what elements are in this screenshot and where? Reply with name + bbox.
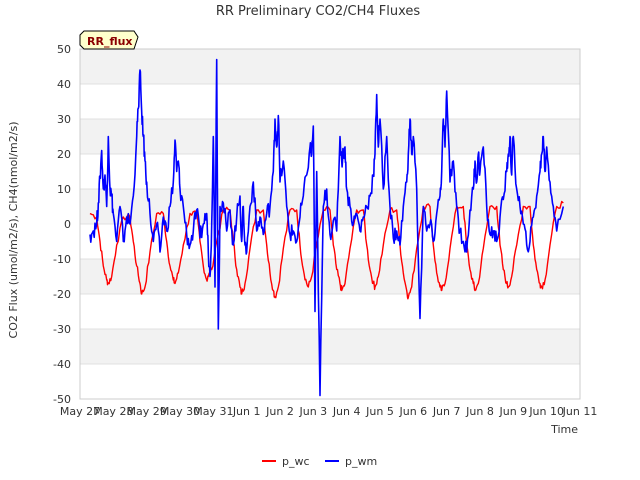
x-tick-label: Jun 5 xyxy=(365,405,394,418)
x-axis-label: Time xyxy=(550,423,578,436)
band xyxy=(80,49,580,84)
x-tick-label: May 28 xyxy=(93,405,133,418)
y-tick-label: 40 xyxy=(57,78,71,91)
y-tick-label: 10 xyxy=(57,183,71,196)
x-tick-label: May 30 xyxy=(160,405,200,418)
band xyxy=(80,259,580,294)
badge-label: RR_flux xyxy=(87,35,133,48)
band xyxy=(80,119,580,154)
y-tick-label: 50 xyxy=(57,43,71,56)
x-tick-label: Jun 3 xyxy=(298,405,327,418)
y-tick-label: -40 xyxy=(53,358,71,371)
y-tick-label: 30 xyxy=(57,113,71,126)
series-layer xyxy=(89,58,565,397)
x-tick-label: Jun 7 xyxy=(432,405,461,418)
band xyxy=(80,329,580,364)
legend: p_wc p_wm xyxy=(262,455,377,468)
series-line-p-wm xyxy=(89,58,565,397)
chart-title: RR Preliminary CO2/CH4 Fluxes xyxy=(216,4,421,19)
x-tick-label: Jun 6 xyxy=(398,405,427,418)
y-axis-label: CO2 Flux (umol/m2/s), CH4(nmol/m2/s) xyxy=(7,122,20,339)
y-tick-label: -30 xyxy=(53,323,71,336)
x-tick-label: May 31 xyxy=(193,405,233,418)
background-bands xyxy=(80,49,580,364)
y-tick-label: -50 xyxy=(53,393,71,406)
legend-label-p-wm: p_wm xyxy=(345,455,377,468)
y-tick-label: -20 xyxy=(53,288,71,301)
flux-badge: RR_flux xyxy=(79,30,139,50)
badge-box xyxy=(79,30,139,50)
x-tick-label: Jun 11 xyxy=(562,405,598,418)
y-tick-label: 0 xyxy=(64,218,71,231)
x-tick-label: Jun 2 xyxy=(265,405,294,418)
y-tick-label: -10 xyxy=(53,253,71,266)
band xyxy=(80,189,580,224)
y-axis-ticks: -50 -40 -30 -20 -10 0 10 20 30 40 50 xyxy=(53,43,71,406)
plot-frame xyxy=(79,48,581,400)
x-tick-label: May 27 xyxy=(60,405,100,418)
x-tick-label: Jun 9 xyxy=(498,405,527,418)
y-tick-label: 20 xyxy=(57,148,71,161)
x-tick-label: Jun 1 xyxy=(232,405,261,418)
legend-label-p-wc: p_wc xyxy=(282,455,310,468)
x-tick-label: Jun 10 xyxy=(528,405,564,418)
x-tick-label: Jun 4 xyxy=(332,405,361,418)
x-tick-label: May 29 xyxy=(127,405,167,418)
x-tick-label: Jun 8 xyxy=(465,405,494,418)
